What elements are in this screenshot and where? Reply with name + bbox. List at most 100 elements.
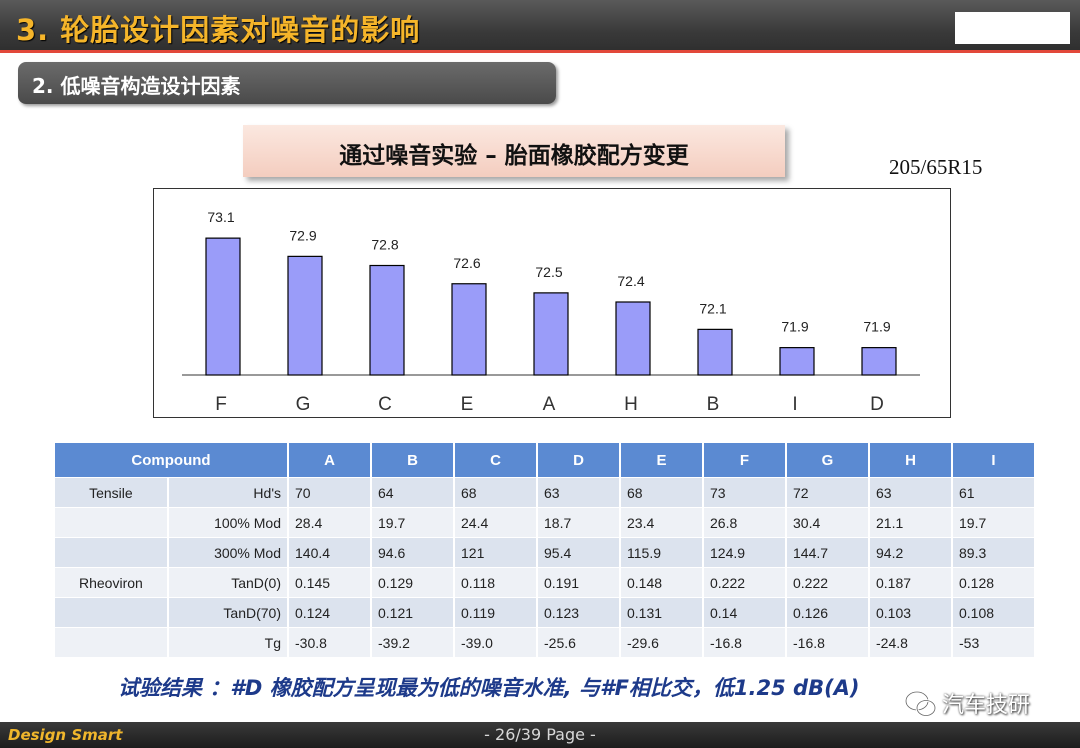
footer-brand: Design Smart <box>8 726 123 744</box>
table-cell: 140.4 <box>288 537 372 568</box>
compound-column-header: F <box>703 443 787 478</box>
table-row: Rheoviron TanD(0) 0.145 0.129 0.118 0.191 0.14… <box>55 567 1036 598</box>
table-cell: -16.8 <box>786 627 870 658</box>
noise-bar-chart: 73.1 F 72.9 G 72.8 C 72.6 E 72.5 A 72.4 H 72.1 B 71.9 I… <box>153 188 951 418</box>
row-group-label <box>55 507 169 538</box>
data-label: 72.5 <box>535 264 562 280</box>
section-subtitle: 2. 低噪音构造设计因素 <box>32 74 241 98</box>
table-cell: 121 <box>454 537 538 568</box>
table-cell: 0.191 <box>537 567 621 598</box>
table-cell: 89.3 <box>952 537 1036 568</box>
x-tick-label: B <box>707 394 720 415</box>
compound-column-header: C <box>454 443 538 478</box>
bar-F <box>205 237 241 376</box>
row-group-label <box>55 537 169 568</box>
data-label: 72.9 <box>289 227 316 243</box>
table-cell: 0.119 <box>454 597 538 628</box>
bar-A <box>533 292 569 376</box>
bar-D <box>861 347 897 376</box>
data-label: 72.8 <box>371 237 398 253</box>
data-label: 72.4 <box>617 273 644 289</box>
section-subtitle-box: 2. 低噪音构造设计因素 <box>18 62 556 104</box>
table-cell: -39.0 <box>454 627 538 658</box>
compound-header: Compound <box>55 443 289 478</box>
table-cell: 0.14 <box>703 597 787 628</box>
table-cell: 0.123 <box>537 597 621 628</box>
chart-canvas: 73.1 F 72.9 G 72.8 C 72.6 E 72.5 A 72.4 H 72.1 B 71.9 I… <box>182 209 920 415</box>
table-cell: 0.121 <box>371 597 455 628</box>
bar-C <box>369 264 405 376</box>
compound-column-header: I <box>952 443 1036 478</box>
table-cell: 73 <box>703 477 787 508</box>
table-cell: 0.222 <box>703 567 787 598</box>
bar-E <box>451 283 487 376</box>
table-cell: 18.7 <box>537 507 621 538</box>
table-row: TanD(70) 0.124 0.121 0.119 0.123 0.131 0.14 0.1… <box>55 597 1036 628</box>
compound-column-header: G <box>786 443 870 478</box>
row-property-label: Tg <box>167 627 290 658</box>
title-bar: 3. 轮胎设计因素对噪音的影响 <box>0 0 1080 53</box>
row-property-label: 100% Mod <box>167 507 290 538</box>
table-cell: 28.4 <box>288 507 372 538</box>
compound-column-header: H <box>869 443 953 478</box>
table-cell: -29.6 <box>620 627 704 658</box>
x-tick-label: H <box>624 394 638 415</box>
table-cell: 30.4 <box>786 507 870 538</box>
x-tick-label: G <box>296 394 311 415</box>
table-cell: 124.9 <box>703 537 787 568</box>
tire-size-label: 205/65R15 <box>889 155 983 179</box>
table-cell: 0.129 <box>371 567 455 598</box>
table-body: Tensile Hd's 70 64 68 63 68 73 72 63 61 100% Mod 28.… <box>55 477 1036 658</box>
data-label: 72.1 <box>699 300 726 316</box>
table-cell: 68 <box>454 477 538 508</box>
table-cell: 63 <box>869 477 953 508</box>
table-cell: 144.7 <box>786 537 870 568</box>
row-group-label: Rheoviron <box>55 567 169 598</box>
table-cell: 95.4 <box>537 537 621 568</box>
bar-H <box>615 301 651 376</box>
x-tick-label: F <box>215 394 227 415</box>
compound-column-header: D <box>537 443 621 478</box>
watermark: 汽车技研 <box>900 683 1070 723</box>
table-cell: 115.9 <box>620 537 704 568</box>
table-cell: -24.8 <box>869 627 953 658</box>
table-cell: 24.4 <box>454 507 538 538</box>
table-cell: 0.222 <box>786 567 870 598</box>
x-tick-label: I <box>792 394 797 415</box>
data-label: 72.6 <box>453 255 480 271</box>
row-group-label <box>55 627 169 658</box>
table-cell: 19.7 <box>952 507 1036 538</box>
compound-column-header: A <box>288 443 372 478</box>
x-tick-label: A <box>543 394 556 415</box>
bar-I <box>779 347 815 376</box>
x-tick-label: D <box>870 394 884 415</box>
table-cell: 94.6 <box>371 537 455 568</box>
table-cell: 61 <box>952 477 1036 508</box>
table-cell: 0.145 <box>288 567 372 598</box>
row-property-label: TanD(0) <box>167 567 290 598</box>
table-cell: -30.8 <box>288 627 372 658</box>
table-cell: 64 <box>371 477 455 508</box>
wechat-icon <box>904 690 937 717</box>
slide-title: 3. 轮胎设计因素对噪音的影响 <box>16 13 421 47</box>
table-cell: 0.131 <box>620 597 704 628</box>
table-cell: 0.103 <box>869 597 953 628</box>
compound-column-header: E <box>620 443 704 478</box>
table-row: 300% Mod 140.4 94.6 121 95.4 115.9 124.9 144.7 9… <box>55 537 1036 568</box>
footer-bar: Design Smart - 26/39 Page - <box>0 722 1080 748</box>
experiment-title-box: 通过噪音实验 – 胎面橡胶配方变更 <box>243 125 785 177</box>
bar-B <box>697 328 733 376</box>
table-row: Tensile Hd's 70 64 68 63 68 73 72 63 61 <box>55 477 1036 508</box>
row-group-label: Tensile <box>55 477 169 508</box>
result-text: 试验结果 ：#D 橡胶配方呈现最为低的噪音水准, 与#F相比交，低1.25 dB… <box>118 676 860 700</box>
table-cell: -16.8 <box>703 627 787 658</box>
table-cell: 72 <box>786 477 870 508</box>
table-cell: 26.8 <box>703 507 787 538</box>
page-number: - 26/39 Page - <box>484 725 596 744</box>
data-label: 71.9 <box>781 319 808 335</box>
row-group-label <box>55 597 169 628</box>
row-property-label: Hd's <box>167 477 290 508</box>
table-row: 100% Mod 28.4 19.7 24.4 18.7 23.4 26.8 30.4 21.1… <box>55 507 1036 538</box>
logo-placeholder <box>955 12 1070 44</box>
